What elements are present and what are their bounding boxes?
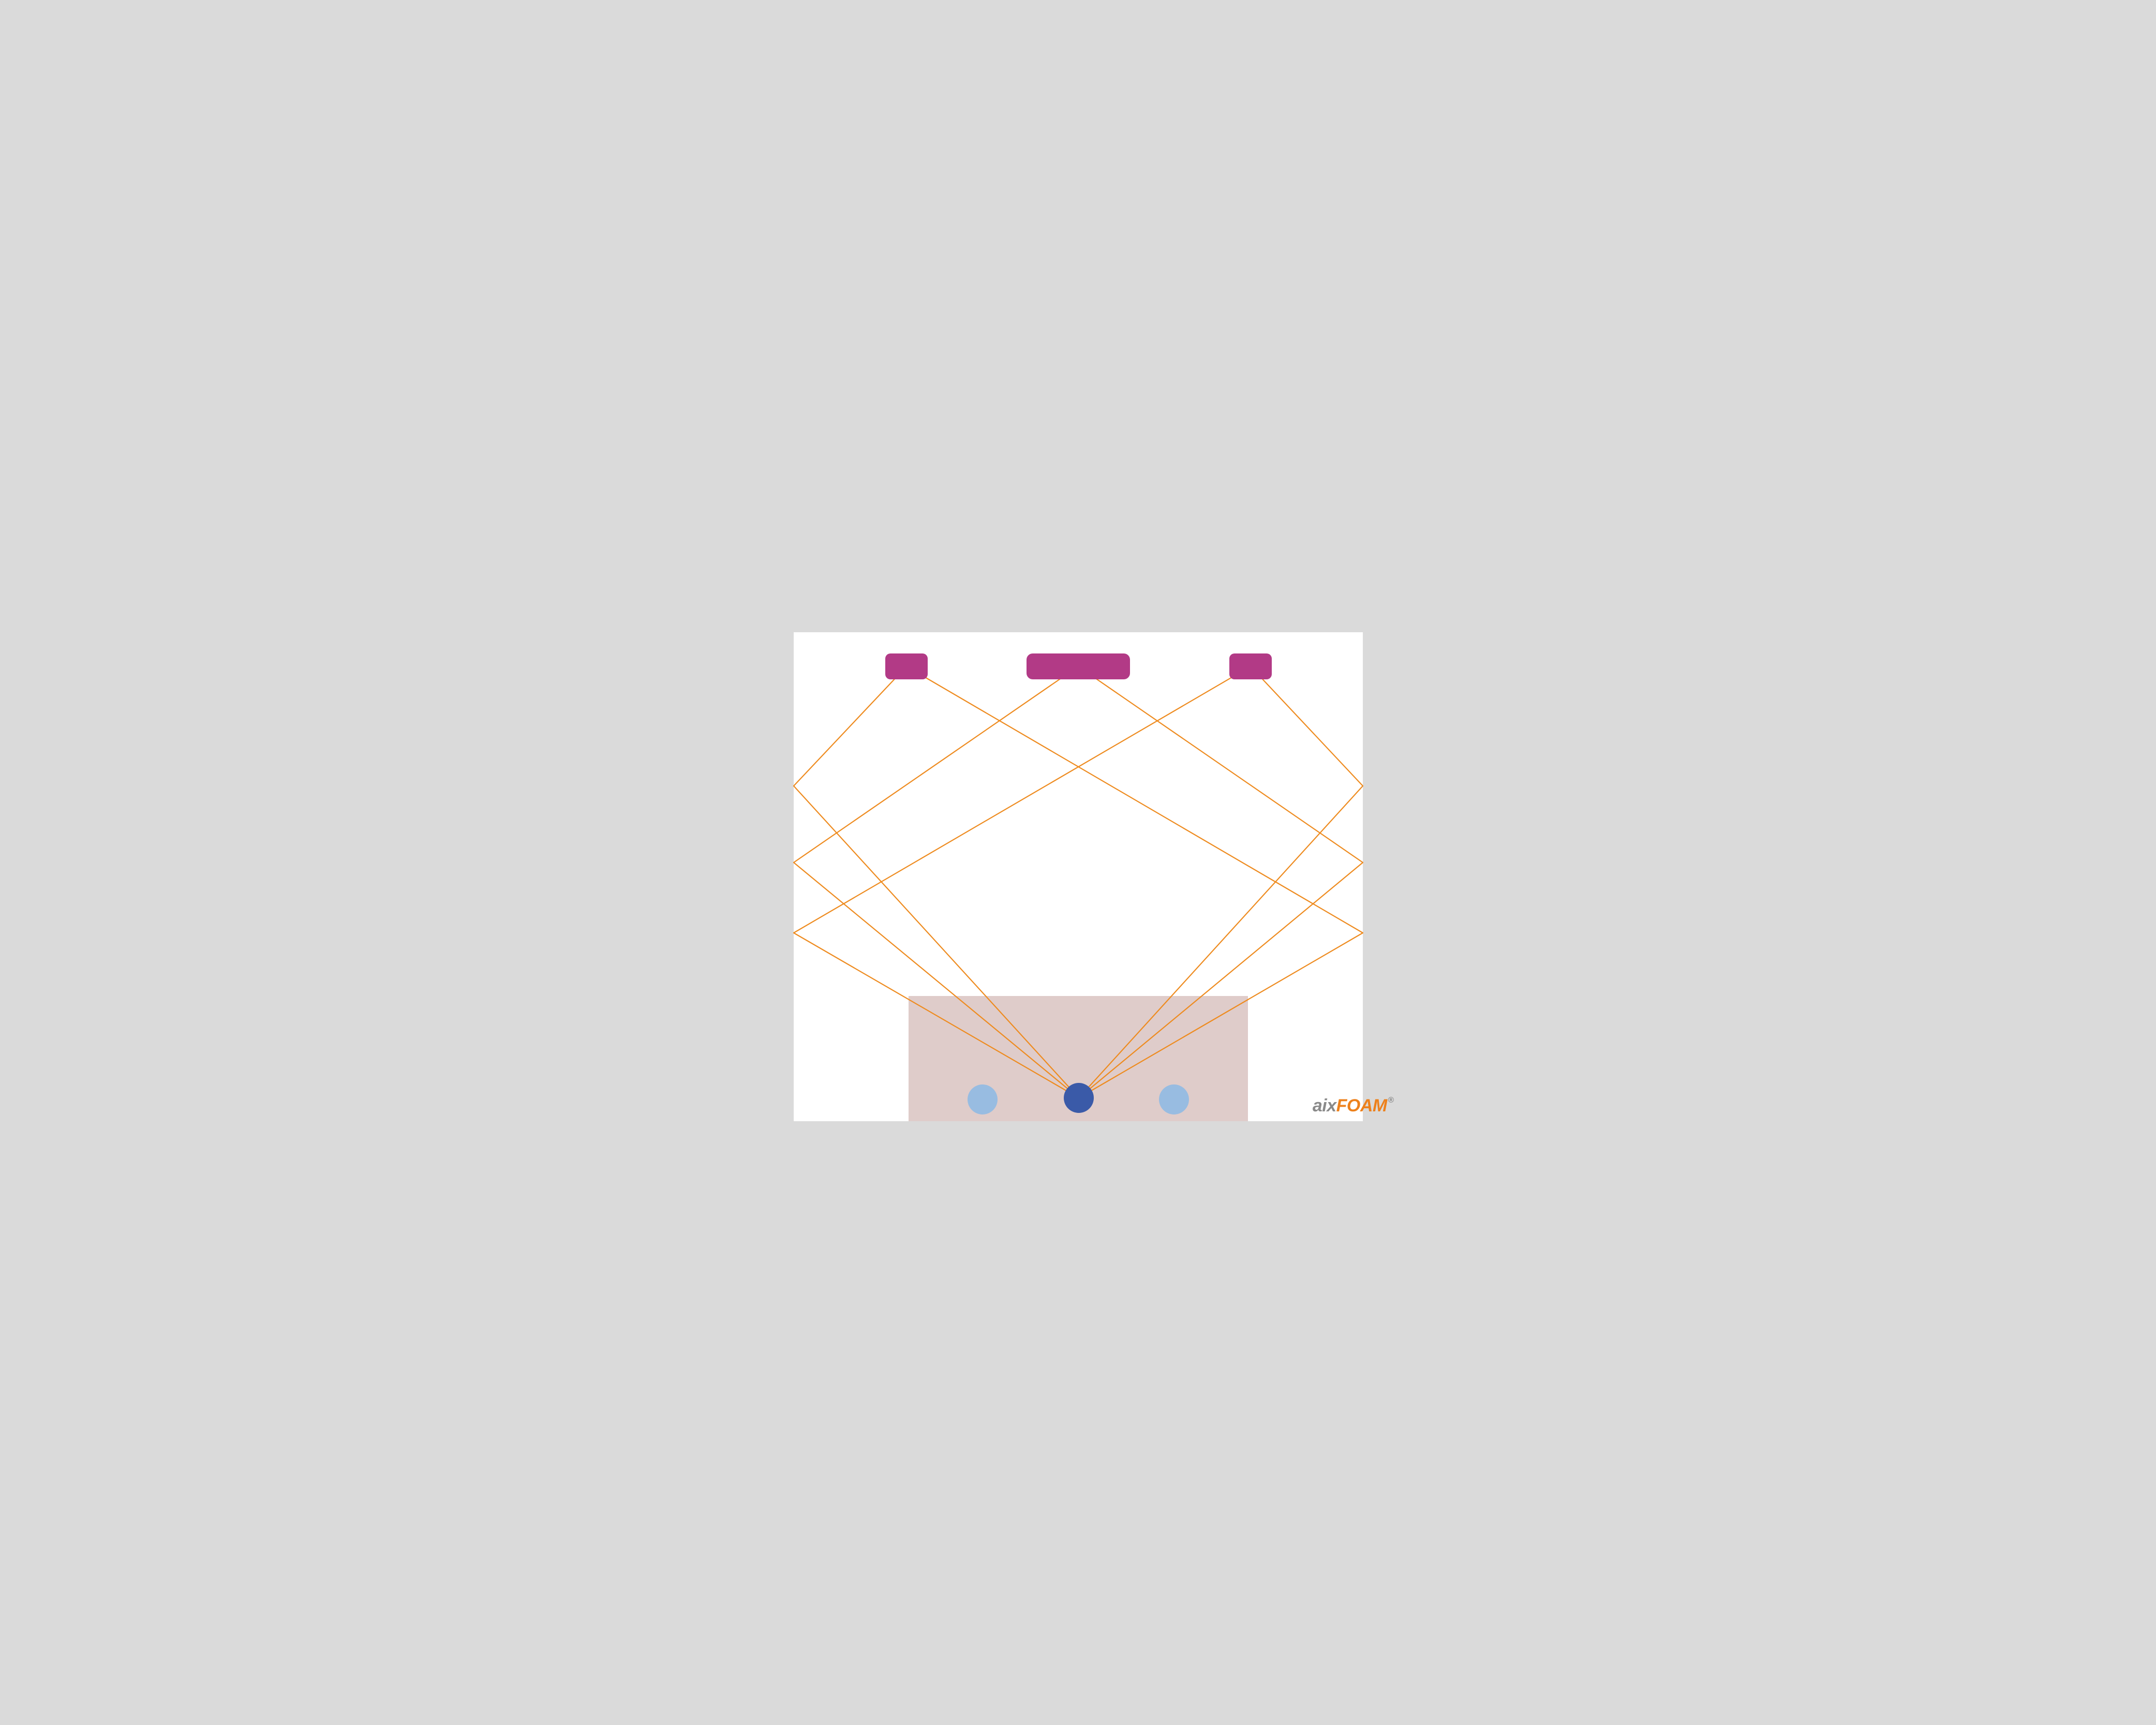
seat-left — [968, 1084, 998, 1114]
listener-position — [1064, 1083, 1094, 1113]
logo-prefix: aix — [1313, 1096, 1336, 1116]
speaker-left — [885, 653, 928, 679]
brand-logo: aixFOAM® — [1313, 1096, 1394, 1116]
speaker-right — [1229, 653, 1272, 679]
logo-suffix: FOAM — [1336, 1096, 1387, 1116]
seat-right — [1159, 1084, 1189, 1114]
diagram-stage: aixFOAM® — [755, 604, 1402, 1121]
speaker-center — [1027, 653, 1130, 679]
acoustic-reflection-diagram — [755, 604, 1402, 1121]
logo-registered: ® — [1388, 1096, 1394, 1105]
